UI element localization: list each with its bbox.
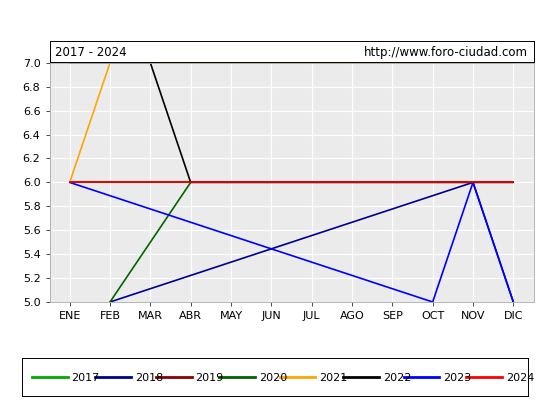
Text: 2021: 2021 — [320, 373, 348, 383]
Text: http://www.foro-ciudad.com: http://www.foro-ciudad.com — [364, 46, 527, 59]
Text: 2020: 2020 — [259, 373, 287, 383]
Text: Evolucion num de emigrantes en Redecilla del Camino: Evolucion num de emigrantes en Redecilla… — [75, 14, 475, 28]
Text: 2017 - 2024: 2017 - 2024 — [56, 46, 127, 59]
Text: 2023: 2023 — [443, 373, 472, 383]
Text: 2018: 2018 — [135, 373, 163, 383]
Text: 2022: 2022 — [383, 373, 411, 383]
Text: 2017: 2017 — [72, 373, 100, 383]
Text: 2024: 2024 — [506, 373, 534, 383]
Text: 2019: 2019 — [196, 373, 224, 383]
